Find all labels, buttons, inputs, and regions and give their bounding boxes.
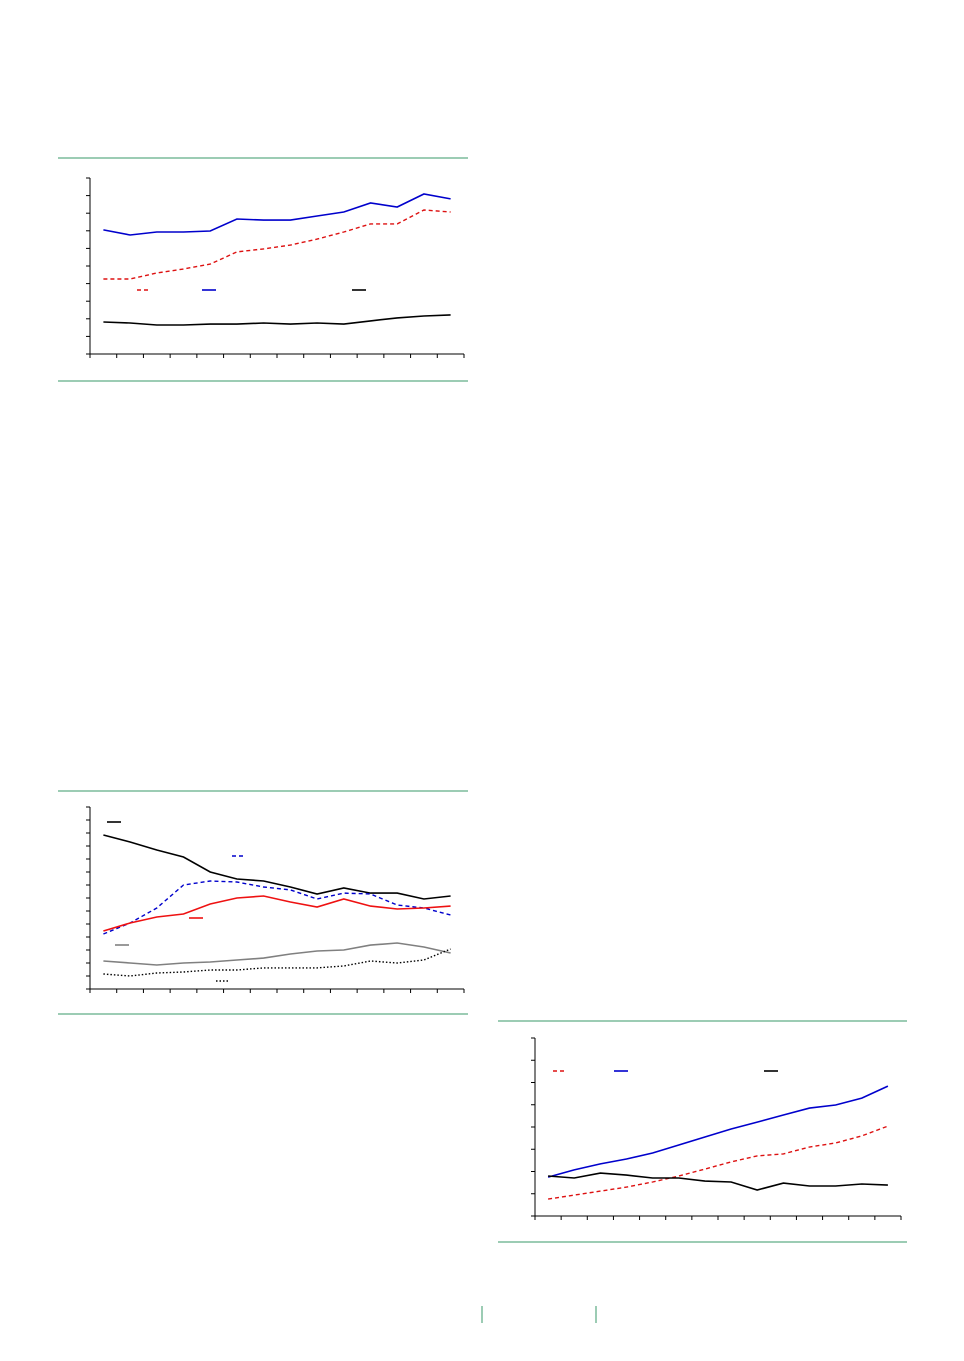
series-line bbox=[547, 1085, 889, 1178]
series-line bbox=[103, 880, 451, 935]
series-line bbox=[103, 193, 451, 236]
series-line bbox=[103, 942, 451, 966]
series-line bbox=[103, 314, 451, 326]
series-line bbox=[103, 948, 451, 977]
series-line bbox=[547, 1125, 889, 1200]
series-line bbox=[103, 834, 451, 900]
series-line bbox=[103, 209, 451, 280]
series-line bbox=[103, 895, 451, 932]
series-line bbox=[548, 1172, 888, 1191]
